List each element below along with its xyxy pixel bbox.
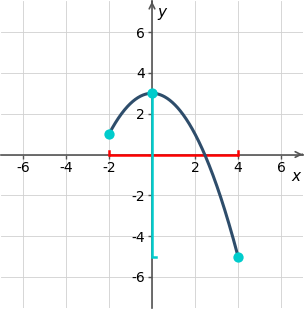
Text: y: y <box>157 6 166 20</box>
Text: x: x <box>292 169 301 184</box>
Point <box>106 132 111 137</box>
Point <box>236 254 240 259</box>
Point <box>150 91 154 96</box>
